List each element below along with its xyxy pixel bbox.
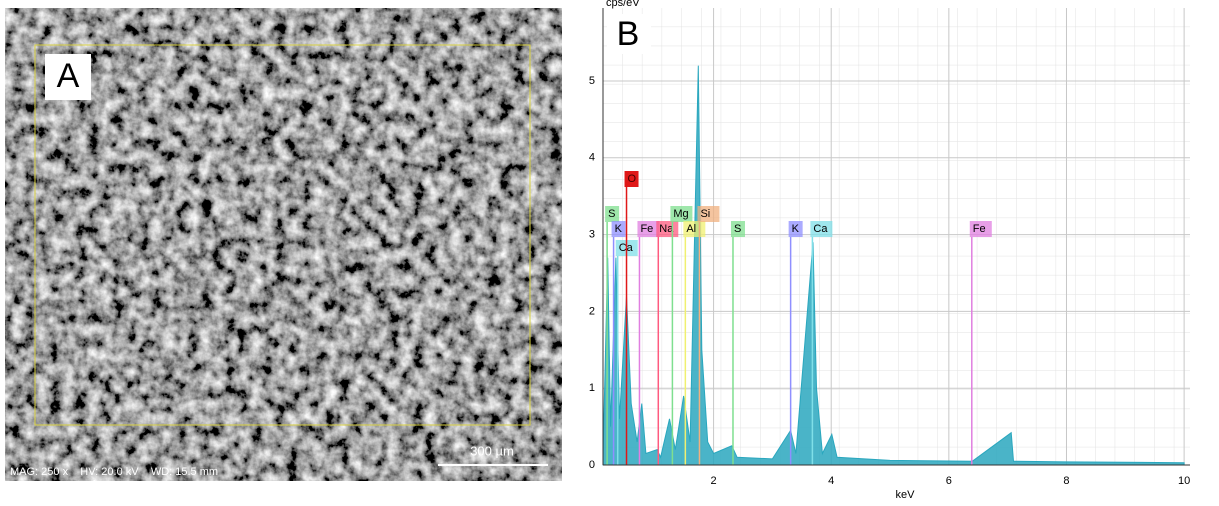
scale-label: 300 µm bbox=[470, 443, 514, 458]
element-label: Ca bbox=[813, 223, 828, 235]
element-box bbox=[670, 206, 693, 222]
element-box bbox=[637, 221, 660, 237]
element-label: K bbox=[615, 223, 623, 235]
element-box bbox=[788, 221, 803, 237]
element-box bbox=[611, 221, 626, 237]
element-label: Mg bbox=[673, 208, 688, 220]
element-label: O bbox=[628, 173, 637, 185]
y-tick-label: 5 bbox=[589, 75, 595, 87]
element-label: Na bbox=[659, 223, 674, 235]
y-tick-label: 0 bbox=[589, 459, 595, 471]
element-box bbox=[730, 221, 745, 237]
label-box bbox=[607, 14, 651, 54]
element-label: Si bbox=[700, 208, 710, 220]
y-tick-label: 3 bbox=[589, 228, 595, 240]
spectrum bbox=[602, 65, 1185, 466]
sem-panel: A 300 µm MAG: 250 x HV: 20.0 kV WD: 15.5… bbox=[5, 8, 562, 481]
label-box bbox=[45, 54, 91, 100]
y-tick-label: 2 bbox=[589, 305, 595, 317]
panel-label: B bbox=[617, 15, 640, 53]
x-tick-label: 2 bbox=[711, 475, 717, 487]
x-tick-label: 6 bbox=[946, 475, 952, 487]
y-axis-label: cps/eV bbox=[606, 0, 640, 9]
element-label: Fe bbox=[640, 223, 653, 235]
x-tick-label: 4 bbox=[828, 475, 834, 487]
x-tick-label: 8 bbox=[1063, 475, 1069, 487]
element-label: S bbox=[608, 208, 615, 220]
y-tick-label: 1 bbox=[589, 382, 595, 394]
element-label: S bbox=[734, 223, 741, 235]
sem-texture bbox=[5, 8, 562, 481]
element-label: K bbox=[792, 223, 800, 235]
element-box bbox=[810, 221, 833, 237]
element-label: Al bbox=[686, 223, 696, 235]
element-box bbox=[969, 221, 992, 237]
sem-info: MAG: 250 x HV: 20.0 kV WD: 15.5 mm bbox=[10, 466, 218, 478]
element-box bbox=[605, 206, 620, 222]
x-tick-label: 10 bbox=[1178, 475, 1190, 487]
element-box bbox=[697, 206, 720, 222]
element-label: Fe bbox=[973, 223, 986, 235]
y-tick-label: 4 bbox=[589, 152, 595, 164]
x-axis-label: keV bbox=[896, 489, 916, 501]
roi-box bbox=[34, 44, 531, 426]
element-box bbox=[624, 171, 639, 187]
panel-label: A bbox=[57, 57, 80, 95]
